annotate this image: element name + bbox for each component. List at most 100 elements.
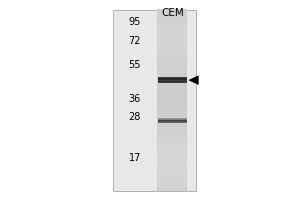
Bar [158, 75, 187, 78]
Bar [158, 154, 187, 157]
Bar [158, 52, 187, 55]
Bar [158, 48, 187, 51]
Bar [158, 81, 187, 82]
Bar [158, 29, 187, 32]
Bar [158, 36, 187, 39]
Bar [113, 10, 196, 191]
Bar [158, 80, 187, 81]
Bar [158, 182, 187, 185]
Text: 95: 95 [129, 17, 141, 27]
Bar [158, 100, 187, 103]
Bar [158, 91, 187, 94]
Bar [158, 39, 187, 41]
Text: 36: 36 [129, 94, 141, 104]
Bar [158, 121, 187, 122]
Bar [158, 68, 187, 71]
Bar [158, 166, 187, 169]
Bar [158, 120, 187, 121]
Bar [158, 16, 187, 19]
Bar [158, 148, 187, 150]
Bar [158, 20, 187, 23]
Bar [158, 170, 187, 173]
Bar [158, 179, 187, 182]
Bar [158, 93, 187, 96]
Bar [158, 79, 187, 80]
Bar [158, 77, 187, 80]
Bar [158, 73, 187, 76]
Bar [158, 116, 187, 119]
Bar [158, 45, 187, 48]
Polygon shape [189, 76, 198, 85]
Bar [158, 107, 187, 110]
Bar [158, 157, 187, 160]
Bar [158, 61, 187, 64]
Bar [158, 14, 187, 16]
Bar [158, 104, 187, 107]
Bar [158, 132, 187, 135]
Bar [158, 86, 187, 89]
Bar [158, 82, 187, 85]
Bar [158, 98, 187, 100]
Bar [158, 168, 187, 171]
Bar [158, 121, 187, 122]
Bar [158, 186, 187, 189]
Bar [158, 118, 187, 121]
Bar [158, 122, 187, 123]
Bar [158, 118, 187, 119]
Text: 28: 28 [129, 112, 141, 122]
Bar [158, 150, 187, 153]
Bar [158, 129, 187, 132]
Bar [158, 77, 187, 78]
Bar [158, 119, 187, 120]
Bar [158, 43, 187, 46]
Text: 55: 55 [128, 60, 141, 70]
Bar [158, 70, 187, 73]
Bar [158, 34, 187, 37]
Bar [158, 54, 187, 57]
Bar [158, 111, 187, 114]
Bar [158, 125, 187, 128]
Bar [158, 123, 187, 125]
Bar [158, 164, 187, 166]
Text: CEM: CEM [161, 8, 184, 18]
Bar [158, 79, 187, 80]
Bar [158, 79, 187, 82]
Bar [158, 25, 187, 28]
Bar [158, 120, 187, 123]
Bar [158, 136, 187, 139]
Bar [158, 66, 187, 69]
Bar [158, 184, 187, 187]
Bar [158, 177, 187, 180]
Bar [158, 82, 187, 83]
Bar [158, 114, 187, 116]
Bar [158, 82, 187, 83]
Bar [158, 89, 187, 91]
Bar [158, 57, 187, 60]
Bar [158, 9, 187, 12]
Bar [158, 41, 187, 44]
Bar [158, 152, 187, 155]
Bar [158, 32, 187, 35]
Bar [158, 95, 187, 98]
Bar [158, 77, 187, 78]
Bar [158, 161, 187, 164]
Bar [158, 159, 187, 162]
Bar [158, 127, 187, 130]
Bar [158, 23, 187, 26]
Text: 17: 17 [129, 153, 141, 163]
Bar [158, 27, 187, 30]
Bar [158, 109, 187, 112]
Bar [158, 134, 187, 137]
Bar [158, 11, 187, 14]
Bar [158, 143, 187, 146]
Bar [158, 81, 187, 82]
Bar [158, 145, 187, 148]
Bar [158, 188, 187, 191]
Bar [158, 78, 187, 79]
Bar [158, 84, 187, 87]
Text: 72: 72 [128, 36, 141, 46]
Bar [158, 175, 187, 178]
Bar [158, 102, 187, 105]
Bar [158, 50, 187, 53]
Bar [158, 120, 187, 121]
